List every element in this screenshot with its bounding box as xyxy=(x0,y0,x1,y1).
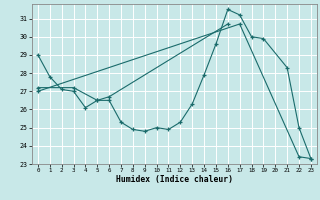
X-axis label: Humidex (Indice chaleur): Humidex (Indice chaleur) xyxy=(116,175,233,184)
